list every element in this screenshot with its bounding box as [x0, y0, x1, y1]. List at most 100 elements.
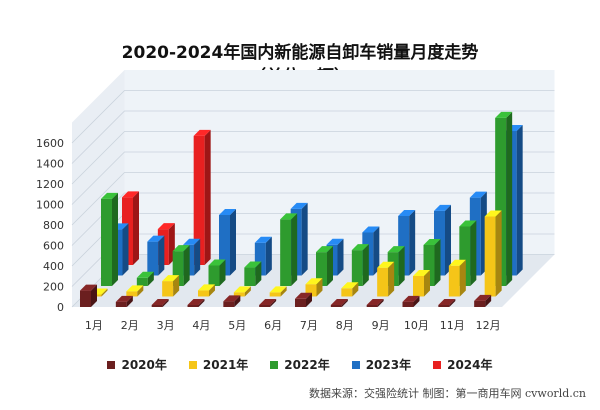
bar-top [269, 286, 287, 293]
bar [115, 301, 127, 307]
bar [136, 277, 148, 286]
legend-item-2024: 2024年 [433, 356, 493, 373]
chart-title: 2020-2024年国内新能源自卸车销量月度走势 [121, 43, 479, 63]
bar-side [516, 124, 523, 276]
bar [187, 305, 199, 307]
bar [208, 265, 220, 286]
bar-top [193, 129, 211, 136]
x-tick-label: 8月 [336, 319, 354, 332]
bar [402, 301, 414, 307]
bar-side [91, 284, 97, 307]
x-tick-label: 4月 [192, 319, 210, 332]
bar-side [126, 295, 133, 307]
bar-top [484, 210, 502, 217]
bar [269, 292, 281, 297]
bar [474, 300, 486, 307]
bar-side [413, 295, 420, 307]
bar [330, 305, 342, 307]
bar-top [187, 299, 205, 305]
x-tick-label: 1月 [85, 319, 103, 332]
bar-top [280, 213, 298, 220]
x-tick-label: 5月 [228, 319, 246, 332]
bar-top [341, 282, 359, 289]
bar-top [101, 192, 118, 199]
bar [295, 298, 306, 307]
legend-swatch [270, 360, 279, 369]
bar-top [398, 210, 416, 217]
bar-top [136, 271, 154, 278]
bar-top [183, 238, 201, 245]
x-tick-label: 10月 [404, 319, 429, 332]
bar-top [295, 292, 312, 299]
bar-side [449, 299, 456, 307]
bar-side [388, 261, 395, 297]
bar [147, 241, 159, 276]
bar-side [255, 261, 262, 286]
bar-side [137, 285, 144, 297]
bar [259, 305, 271, 307]
bar-top [330, 299, 348, 305]
bar [377, 267, 389, 297]
bar-top [423, 239, 441, 245]
bar [223, 301, 235, 307]
gridline [71, 172, 555, 226]
bar-side [112, 192, 118, 286]
bar-side [316, 278, 323, 297]
bar-side [244, 286, 251, 297]
bar-top [254, 236, 272, 243]
bar-side [327, 246, 333, 286]
y-tick-label: 600 [43, 240, 64, 253]
bar-side [291, 213, 298, 286]
bar-top [434, 204, 451, 211]
bar-top [402, 295, 420, 302]
bar-top [147, 235, 165, 242]
bar-top [208, 259, 226, 266]
bar-side [198, 299, 205, 307]
bar-side [434, 239, 441, 286]
bar-top [362, 226, 380, 233]
gridline [71, 110, 555, 164]
bar-side [101, 288, 108, 297]
y-tick-label: 1000 [36, 199, 64, 212]
bar [413, 276, 424, 297]
bar-top [316, 246, 333, 253]
gridline [71, 192, 555, 246]
bar-top [198, 284, 215, 291]
legend-item-2023: 2023年 [351, 356, 411, 373]
legend-swatch [351, 360, 360, 369]
bar-side [306, 292, 312, 307]
bar-side [301, 202, 308, 276]
bar-side [362, 244, 369, 286]
bar-top [351, 244, 369, 251]
bar-top [387, 246, 405, 253]
bar-top [474, 294, 492, 301]
y-tick-label: 800 [43, 219, 64, 232]
bar-side [280, 286, 287, 297]
bar-top [495, 111, 513, 118]
bar-top [305, 278, 323, 285]
bar-side [445, 204, 451, 276]
gridline [71, 151, 555, 205]
bar-side [234, 295, 241, 307]
x-tick-label: 9月 [372, 319, 390, 332]
bar [162, 281, 174, 297]
bar-top [233, 286, 251, 293]
bar [351, 250, 363, 286]
bar [151, 305, 163, 307]
bar-side [424, 270, 430, 297]
bar-top [366, 299, 384, 305]
y-tick-label: 1200 [36, 178, 64, 191]
bar-side [409, 210, 416, 276]
bar-side [495, 210, 502, 297]
bar-top [244, 261, 262, 268]
y-tick-label: 0 [57, 301, 64, 314]
bar-side [398, 246, 405, 286]
bar [316, 252, 327, 286]
bar [198, 290, 209, 297]
x-tick-label: 2月 [121, 319, 139, 332]
bar-top [259, 299, 277, 305]
bar-side [373, 226, 380, 276]
bar [366, 305, 378, 307]
legend-swatch [107, 360, 116, 369]
bar-side [122, 223, 129, 276]
